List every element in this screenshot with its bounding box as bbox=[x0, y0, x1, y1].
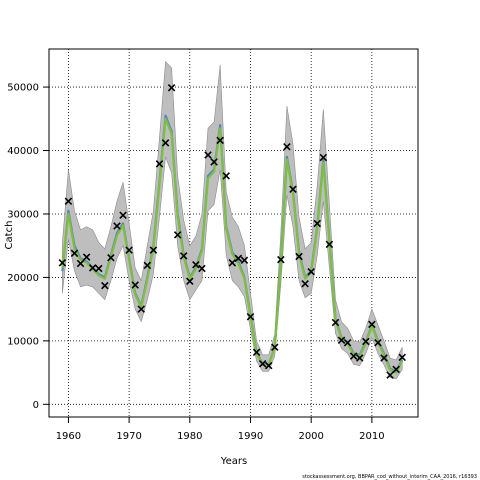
y-tick-label: 50000 bbox=[7, 83, 39, 94]
observed-point bbox=[179, 252, 188, 260]
observed-point bbox=[301, 279, 309, 288]
observed-point bbox=[277, 255, 285, 264]
observed-point bbox=[58, 259, 67, 267]
source-footnote: stockassessment.org, BBPAR_cod_without_i… bbox=[302, 474, 477, 480]
x-tick-label: 2010 bbox=[359, 431, 384, 442]
observed-point bbox=[337, 336, 346, 344]
y-axis: 0 10000 20000 30000 40000 50000 bbox=[7, 83, 49, 411]
observed-point bbox=[264, 361, 273, 370]
observed-point bbox=[289, 185, 297, 193]
catch-series-line-green bbox=[61, 117, 404, 374]
observed-point bbox=[392, 365, 400, 374]
y-axis-title: Catch bbox=[4, 221, 15, 250]
observed-point bbox=[64, 197, 73, 206]
observed-point bbox=[246, 312, 255, 321]
observed-point bbox=[283, 142, 291, 151]
observed-point bbox=[125, 246, 133, 254]
y-tick-label: 0 bbox=[33, 400, 39, 411]
observed-point bbox=[362, 337, 370, 346]
observed-point bbox=[107, 253, 115, 262]
observed-point bbox=[173, 231, 182, 239]
observed-point bbox=[325, 240, 334, 249]
observed-point bbox=[70, 249, 79, 258]
observed-point bbox=[234, 254, 243, 263]
observed-point bbox=[161, 139, 170, 147]
observed-point bbox=[222, 172, 230, 180]
observed-point bbox=[349, 352, 358, 360]
observed-point bbox=[355, 354, 364, 362]
observed-point bbox=[228, 259, 237, 267]
x-tick-label: 2000 bbox=[298, 431, 323, 442]
observed-point bbox=[149, 246, 158, 254]
observed-point bbox=[131, 281, 139, 289]
y-tick-label: 30000 bbox=[7, 209, 39, 220]
observed-point bbox=[398, 353, 406, 362]
confidence-band bbox=[62, 60, 403, 380]
observed-point bbox=[137, 305, 146, 313]
observed-point bbox=[380, 354, 388, 362]
observed-point bbox=[313, 219, 322, 228]
observed-point bbox=[331, 318, 340, 327]
y-tick-label: 10000 bbox=[7, 336, 39, 347]
x-tick-label: 1970 bbox=[116, 431, 141, 442]
observed-point bbox=[343, 339, 352, 347]
observed-point bbox=[295, 252, 303, 261]
observed-point bbox=[119, 211, 127, 219]
y-tick-label: 20000 bbox=[7, 273, 39, 284]
observed-point bbox=[258, 359, 267, 368]
observed-point bbox=[186, 277, 194, 285]
observed-point bbox=[386, 371, 394, 379]
observed-point bbox=[307, 267, 315, 276]
y-tick-label: 40000 bbox=[7, 146, 39, 157]
observed-point bbox=[319, 153, 328, 162]
observed-point bbox=[82, 253, 91, 261]
observed-point bbox=[101, 281, 109, 290]
observed-point bbox=[198, 264, 206, 273]
observed-point bbox=[368, 320, 376, 329]
observed-point bbox=[155, 160, 164, 168]
observed-point bbox=[95, 264, 103, 273]
x-tick-label: 1980 bbox=[177, 431, 202, 442]
observed-point bbox=[252, 348, 261, 357]
observed-point bbox=[271, 343, 279, 351]
x-axis: 1960 1970 1980 1990 2000 2010 bbox=[56, 417, 385, 442]
observed-point bbox=[192, 260, 200, 269]
observed-point bbox=[167, 83, 176, 92]
x-tick-label: 1990 bbox=[238, 431, 263, 442]
observed-point bbox=[210, 158, 218, 166]
observed-point bbox=[374, 339, 382, 347]
plot-frame bbox=[48, 48, 419, 418]
x-axis-title: Years bbox=[220, 456, 247, 467]
observed-point bbox=[204, 151, 212, 159]
observed-point bbox=[216, 136, 224, 145]
observed-point bbox=[76, 259, 85, 268]
observed-point bbox=[88, 264, 97, 272]
observed-catch-markers bbox=[58, 83, 406, 379]
observed-point bbox=[143, 261, 152, 270]
x-tick-label: 1960 bbox=[56, 431, 81, 442]
observed-point bbox=[113, 222, 121, 230]
observed-point bbox=[240, 256, 249, 265]
